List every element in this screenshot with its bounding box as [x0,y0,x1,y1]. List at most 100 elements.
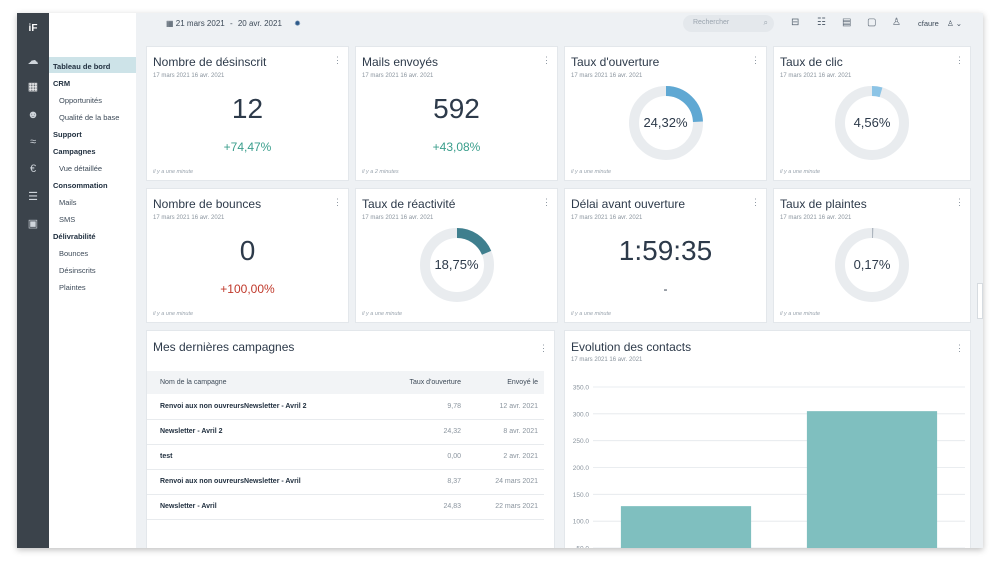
users-icon[interactable]: ☻ [27,109,39,121]
donut-arc [835,228,909,302]
campaign-name[interactable]: Newsletter - Avril 2 [147,419,377,445]
search-input[interactable]: Rechercher ⌕ [683,15,774,32]
card-title: Nombre de bounces [153,197,262,211]
card-plaintes: Taux de plaintes 17 mars 2021 16 avr. 20… [773,188,971,323]
col-name[interactable]: Nom de la campagne [147,371,377,394]
donut-arc [419,228,494,302]
nav-bounces[interactable]: Bounces [59,249,89,258]
col-sent[interactable]: Envoyé le [467,371,544,394]
card-ouverture: Taux d'ouverture 17 mars 2021 16 avr. 20… [564,46,767,181]
campaign-date: 2 avr. 2021 [467,444,544,470]
donut-value: 24,32% [643,115,688,130]
handshake-icon[interactable]: ≈ [29,136,37,148]
bar[interactable] [620,506,752,548]
search-icon[interactable]: ⌕ [763,18,768,27]
checklist-icon[interactable]: ☷ [817,17,826,28]
campaign-name[interactable]: test [147,444,377,470]
donut-chart: 24,32% [628,85,704,161]
card-date: 17 mars 2021 16 avr. 2021 [153,215,225,221]
y-tick-label: 100.0 [573,519,590,526]
table-row[interactable]: Newsletter - Avril 2 24,32 8 avr. 2021 [147,419,544,445]
kebab-icon[interactable]: ⋮ [542,55,551,65]
card-delta: +43,08% [432,140,481,154]
nav-dashboard[interactable]: Tableau de bord [53,62,111,71]
donut-chart: 4,56% [834,85,910,161]
table-row[interactable]: test 0,00 2 avr. 2021 [147,444,544,470]
campaign-name[interactable]: Renvoi aux non ouvreursNewsletter - Avri… [147,469,377,495]
nav-mails[interactable]: Mails [59,198,77,207]
cloud-icon[interactable]: ☁ [27,55,39,67]
card-footer: il y a une minute [571,169,612,175]
y-tick-label: 250.0 [573,438,590,445]
kebab-icon[interactable]: ⋮ [751,197,760,207]
kebab-icon[interactable]: ⋮ [955,197,964,207]
kebab-icon[interactable]: ⋮ [333,197,342,207]
user-menu[interactable]: cfaure ♙ ⌄ [918,19,962,28]
kebab-icon[interactable]: ⋮ [751,55,760,65]
calendar-top-icon[interactable]: ▢ [867,17,877,28]
donut-chart: 18,75% [419,227,495,303]
card-delta: +74,47% [223,140,272,154]
campaign-date: 22 mars 2021 [467,494,544,520]
card-date: 17 mars 2021 16 avr. 2021 [571,73,643,79]
card-title: Délai avant ouverture [571,197,686,211]
nav-crm[interactable]: CRM [53,79,71,88]
campaign-date: 24 mars 2021 [467,469,544,495]
nav-campagnes[interactable]: Campagnes [53,147,96,156]
inbox-icon[interactable]: ⊟ [791,17,800,28]
app-logo[interactable]: iF [28,23,38,34]
nav-sms[interactable]: SMS [59,215,76,224]
kebab-icon[interactable]: ⋮ [333,55,342,65]
card-footer: il y a 2 minutes [362,169,399,175]
gear-icon[interactable]: ✹ [294,19,301,28]
campaign-name[interactable]: Renvoi aux non ouvreursNewsletter - Avri… [147,394,377,420]
kebab-icon[interactable]: ⋮ [542,197,551,207]
kebab-icon[interactable]: ⋮ [955,55,964,65]
campaign-rate: 24,83 [377,494,467,520]
campaign-name[interactable]: Newsletter - Avril [147,494,377,520]
campaign-date: 8 avr. 2021 [467,419,544,445]
campaign-date: 12 avr. 2021 [467,394,544,420]
contact-icon[interactable]: ♙ [892,17,901,28]
card-date: 17 mars 2021 16 avr. 2021 [571,215,643,221]
campaign-rate: 8,37 [377,469,467,495]
list-icon[interactable]: ☰ [28,191,38,203]
campaign-rate: 24,32 [377,419,467,445]
table-row[interactable]: Renvoi aux non ouvreursNewsletter - Avri… [147,469,544,495]
kebab-icon[interactable]: ⋮ [539,343,548,353]
nav-qualite[interactable]: Qualité de la base [59,113,120,122]
y-tick-label: 300.0 [573,411,590,418]
card-date: 17 mars 2021 16 avr. 2021 [780,215,852,221]
truck-icon[interactable]: ▣ [27,218,39,230]
col-rate[interactable]: Taux d'ouverture [377,371,467,394]
nav-support[interactable]: Support [53,130,82,139]
table-icon[interactable]: ▤ [842,17,852,28]
card-title: Evolution des contacts [571,340,692,354]
campaigns-table: Nom de la campagne Taux d'ouverture Envo… [147,371,544,520]
euro-icon[interactable]: € [29,163,37,175]
nav-opportunites[interactable]: Opportunités [59,96,102,105]
kebab-icon[interactable]: ⋮ [955,343,964,353]
calendar-icon: ▦ [166,19,174,28]
donut-value: 18,75% [434,257,479,272]
side-panel-handle[interactable] [977,283,983,319]
nav-delivrabilite[interactable]: Délivrabilité [53,232,96,241]
nav-consommation[interactable]: Consommation [53,181,108,190]
building-icon[interactable]: ▦ [27,81,39,93]
card-delai: Délai avant ouverture 17 mars 2021 16 av… [564,188,767,323]
top-bar: ▦ 21 mars 2021 - 20 avr. 2021 ✹ Recherch… [136,13,983,37]
bar[interactable] [806,411,938,548]
date-range[interactable]: ▦ 21 mars 2021 - 20 avr. 2021 ✹ [166,19,301,28]
nav-vue-detaillee[interactable]: Vue détaillée [59,164,103,173]
search-placeholder: Rechercher [693,19,730,26]
campaign-rate: 0,00 [377,444,467,470]
y-tick-label: 350.0 [573,385,590,392]
card-campaigns: Mes dernières campagnes ⋮ Nom de la camp… [146,330,555,548]
table-row[interactable]: Newsletter - Avril 24,83 22 mars 2021 [147,494,544,520]
card-title: Taux de réactivité [362,197,456,211]
card-title: Nombre de désinscrit [153,55,267,69]
card-footer: il y a une minute [362,311,403,317]
nav-plaintes[interactable]: Plaintes [59,283,86,292]
table-row[interactable]: Renvoi aux non ouvreursNewsletter - Avri… [147,394,544,420]
nav-desinscrits[interactable]: Désinscrits [59,266,96,275]
